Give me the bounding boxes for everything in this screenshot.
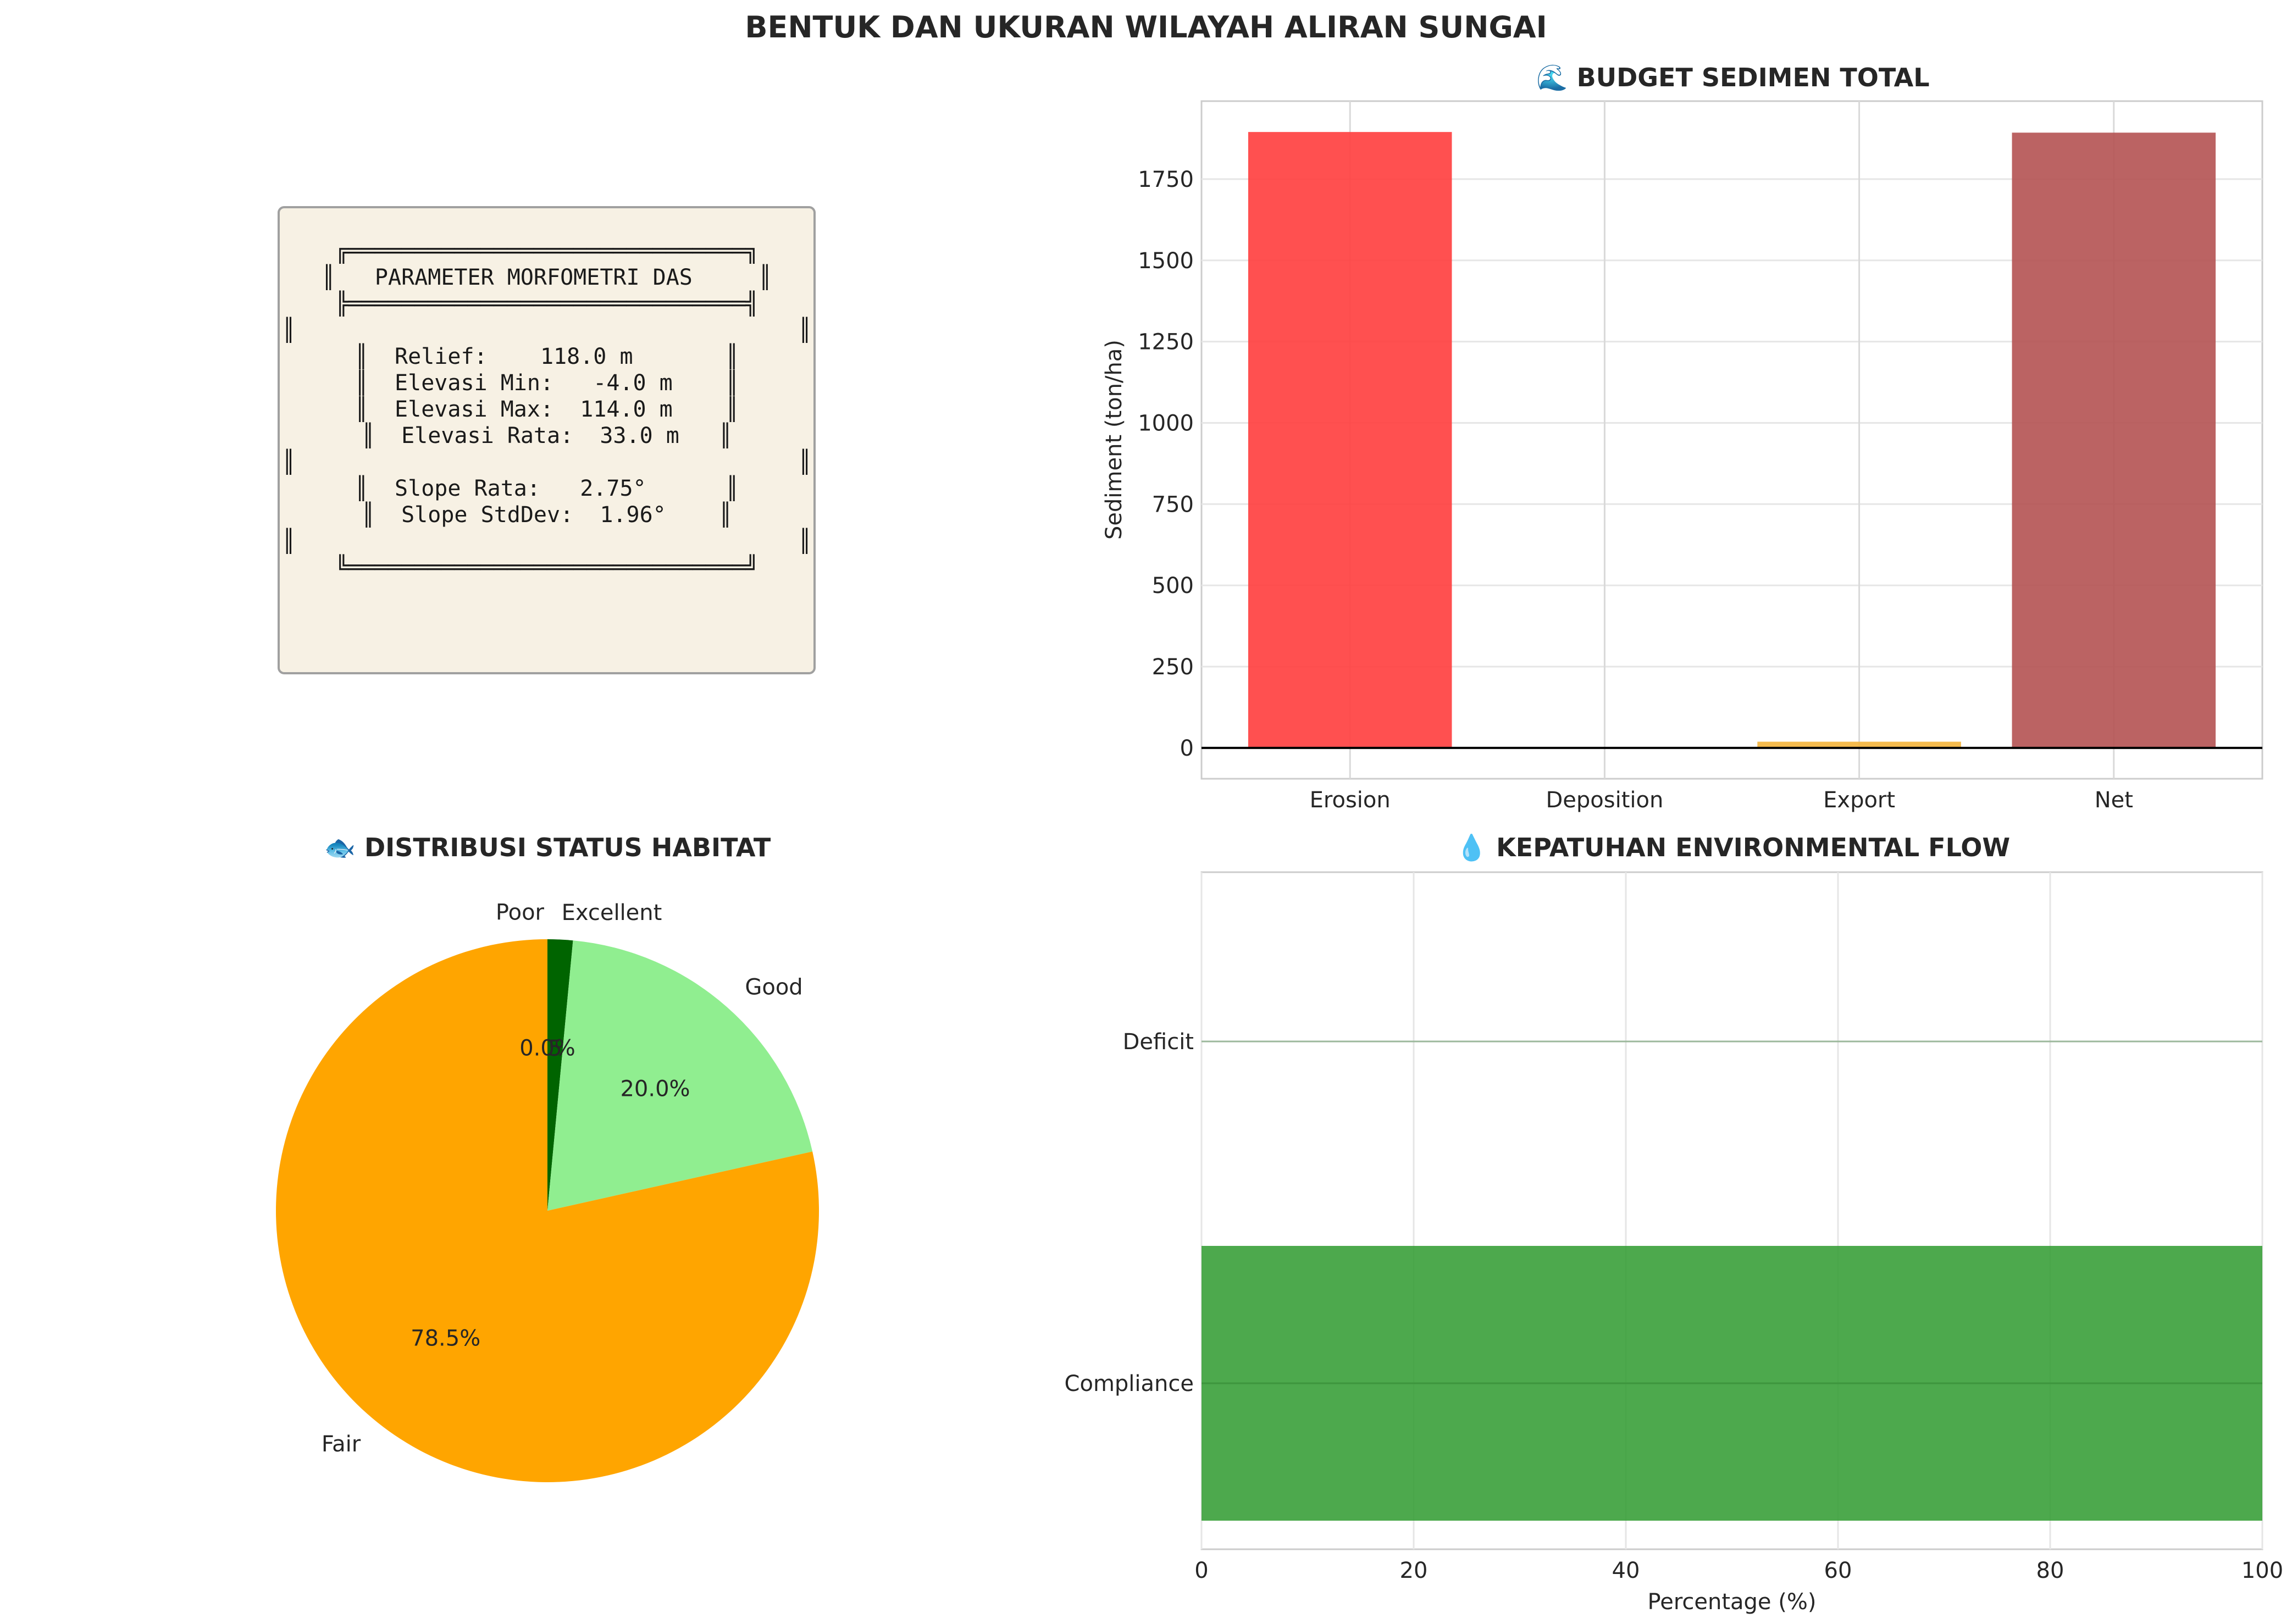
environmental-flow-chart: 💧 KEPATUHAN ENVIRONMENTAL FLOW Percentag…: [1065, 833, 2284, 1615]
sediment-y-tick-label: 1000: [1138, 411, 1194, 436]
eflow-chart-title: 💧 KEPATUHAN ENVIRONMENTAL FLOW: [1456, 833, 2010, 862]
morphometry-panel: ╔══════════════════════════════╗║ PARAME…: [278, 206, 816, 674]
eflow-x-axis-label: Percentage (%): [1648, 1589, 1817, 1615]
sediment-x-tick-label: Deposition: [1546, 788, 1663, 813]
sediment-y-tick-label: 500: [1152, 573, 1194, 598]
morphometry-line: ║ Elevasi Max: 114.0 m ║: [355, 396, 739, 422]
sediment-bar: [1248, 132, 1452, 748]
sediment-chart-title: 🌊 BUDGET SEDIMEN TOTAL: [1536, 63, 1929, 92]
eflow-bar: [1202, 1246, 2262, 1521]
sediment-y-tick-label: 1250: [1138, 330, 1194, 355]
morphometry-line: ║ ║: [282, 317, 811, 343]
morphometry-line: ╠══════════════════════════════╣: [335, 290, 759, 317]
sediment-y-axis-label: Sediment (ton/ha): [1101, 340, 1127, 540]
morphometry-line: ╚══════════════════════════════╝: [335, 554, 759, 580]
sediment-y-tick-label: 1750: [1138, 167, 1194, 192]
pie-percent-label: 0.0%: [519, 1036, 575, 1061]
sediment-budget-chart: 🌊 BUDGET SEDIMEN TOTAL Sediment (ton/ha)…: [1101, 63, 2263, 813]
eflow-x-tick-label: 20: [1400, 1558, 1428, 1583]
habitat-chart-title: 🐟 DISTRIBUSI STATUS HABITAT: [324, 833, 771, 862]
pie-slice: [547, 939, 573, 1211]
eflow-x-tick-label: 60: [1824, 1558, 1852, 1583]
eflow-x-tick-label: 40: [1612, 1558, 1640, 1583]
morphometry-line: ╔══════════════════════════════╗: [335, 239, 759, 264]
habitat-status-chart: 🐟 DISTRIBUSI STATUS HABITAT Excellent1.5…: [276, 833, 819, 1483]
figure-title: BENTUK DAN UKURAN WILAYAH ALIRAN SUNGAI: [745, 10, 1547, 45]
eflow-x-tick-label: 100: [2241, 1558, 2283, 1583]
eflow-x-tick-label: 0: [1194, 1558, 1208, 1583]
pie-category-label: Poor: [496, 900, 545, 925]
sediment-x-tick-label: Net: [2095, 788, 2133, 813]
morphometry-box: [278, 206, 816, 674]
sediment-bar: [1757, 741, 1961, 748]
pie-category-label: Fair: [322, 1432, 361, 1457]
pie-slice: [547, 940, 813, 1211]
sediment-y-tick-label: 1500: [1138, 248, 1194, 274]
eflow-x-tick-label: 80: [2036, 1558, 2064, 1583]
morphometry-line: ║ Slope Rata: 2.75° ║: [355, 475, 739, 501]
pie-category-label: Good: [745, 974, 802, 1000]
morphometry-line: ║ ║: [282, 448, 811, 475]
pie-percent-label: 20.0%: [620, 1077, 690, 1102]
morphometry-line: ║ ║: [282, 528, 811, 554]
morphometry-line: ║ Relief: 118.0 m ║: [355, 343, 739, 369]
morphometry-line: ║ PARAMETER MORFOMETRI DAS ║: [322, 264, 772, 290]
eflow-y-tick-label: Compliance: [1065, 1371, 1194, 1396]
sediment-y-tick-label: 750: [1152, 492, 1194, 517]
sediment-x-tick-label: Export: [1823, 788, 1895, 813]
morphometry-line: ║ Slope StdDev: 1.96° ║: [362, 501, 732, 528]
morphometry-text: ╔══════════════════════════════╗║ PARAME…: [282, 239, 811, 580]
pie-slice: [276, 939, 819, 1483]
sediment-y-tick-label: 250: [1152, 655, 1194, 680]
pie-category-label: Excellent: [562, 900, 662, 925]
sediment-x-tick-label: Erosion: [1310, 788, 1391, 813]
eflow-y-tick-label: Deficit: [1123, 1029, 1194, 1055]
pie-percent-label: 78.5%: [411, 1326, 480, 1351]
morphometry-line: ║ Elevasi Min: -4.0 m ║: [355, 369, 739, 396]
sediment-y-tick-label: 0: [1180, 736, 1194, 761]
sediment-bar: [2012, 132, 2216, 748]
morphometry-line: ║ Elevasi Rata: 33.0 m ║: [362, 422, 732, 448]
